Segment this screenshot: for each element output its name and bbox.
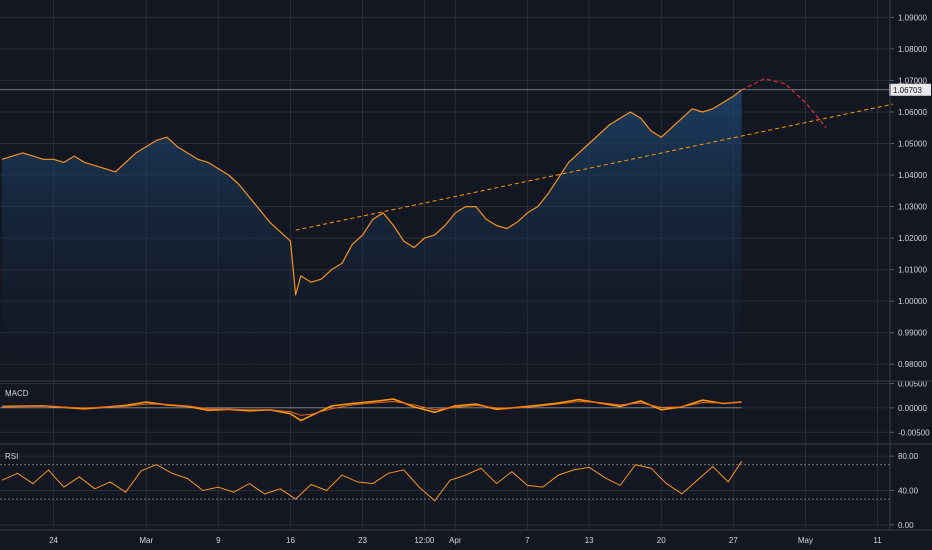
x-tick-label: 13 (585, 536, 594, 545)
projection-curve (741, 78, 827, 129)
x-tick-label: 11 (873, 536, 882, 545)
x-tick-label: 23 (358, 536, 367, 545)
y-tick-label: 40.00 (898, 487, 919, 496)
y-tick-label: 0.00500 (898, 379, 927, 388)
x-tick-label: 9 (216, 536, 221, 545)
y-tick-label: 0.98000 (898, 360, 927, 369)
rsi-line (1, 461, 743, 502)
y-tick-label: 1.09000 (898, 13, 927, 22)
x-tick-label: 20 (657, 536, 666, 545)
price-area-fill (2, 89, 742, 381)
y-tick-label: -0.00500 (898, 428, 930, 437)
x-tick-label: Mar (139, 536, 153, 545)
price-pane[interactable] (0, 78, 894, 381)
x-tick-label: May (798, 536, 813, 545)
y-tick-label: 0.99000 (898, 329, 927, 338)
y-tick-label: 0.00000 (898, 404, 927, 413)
x-tick-label: 12:00 (414, 536, 435, 545)
y-tick-label: 1.04000 (898, 171, 927, 180)
x-tick-label: 16 (286, 536, 295, 545)
x-tick-label: 7 (525, 536, 530, 545)
y-tick-label: 1.00000 (898, 297, 927, 306)
y-tick-label: 1.02000 (898, 234, 927, 243)
y-tick-label: 1.03000 (898, 203, 927, 212)
trendline (295, 103, 894, 231)
last-price-tag (889, 83, 931, 96)
macd-pane[interactable] (0, 398, 742, 422)
last-price-label: 1.06703 (893, 86, 922, 95)
macd-signal-line (2, 400, 742, 416)
y-tick-label: 1.05000 (898, 139, 927, 148)
y-tick-label: 1.01000 (898, 266, 927, 275)
y-tick-label: 1.08000 (898, 45, 927, 54)
price-line (1, 89, 742, 296)
macd-pane-label: MACD (5, 389, 29, 398)
y-tick-label: 0.00 (898, 521, 914, 530)
x-tick-label: Apr (449, 536, 462, 545)
y-tick-label: 1.07000 (898, 76, 927, 85)
rsi-pane[interactable] (0, 461, 890, 502)
x-tick-label: 24 (49, 536, 58, 545)
x-tick-label: 27 (729, 536, 738, 545)
y-tick-label: 1.06000 (898, 108, 927, 117)
rsi-pane-label: RSI (5, 452, 18, 461)
y-tick-label: 80.00 (898, 452, 919, 461)
